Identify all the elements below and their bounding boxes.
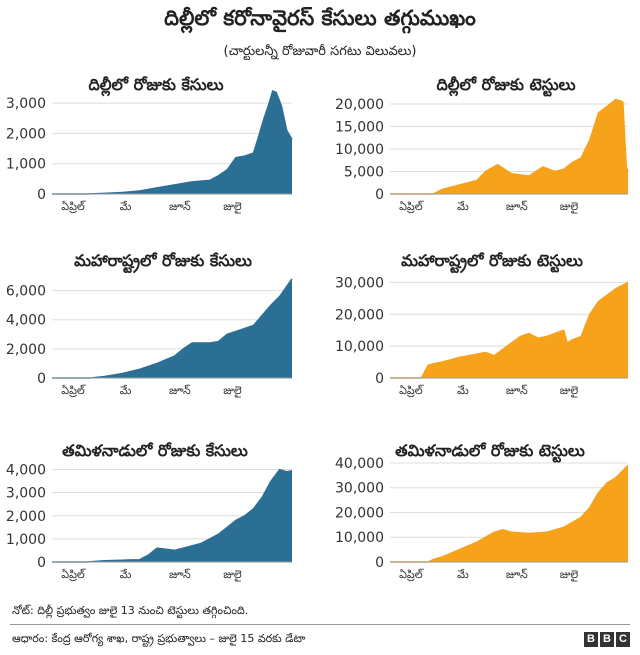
chart-title: తమిళనాడులో రోజుకు టెస్టులు xyxy=(395,441,585,463)
bbc-logo: B B C xyxy=(584,632,630,647)
series-line xyxy=(390,281,629,379)
y-tick-label: 1,000 xyxy=(6,157,46,173)
x-tick-label: మే xyxy=(120,568,132,581)
x-tick-label: మే xyxy=(120,384,132,397)
x-tick-label: ఏప్రిల్ xyxy=(399,384,424,398)
x-tick-label: జులై xyxy=(560,384,579,398)
chart-title: మహారాష్ట్రలో రోజుకు కేసులు xyxy=(74,251,252,274)
x-tick-label: జూన్ xyxy=(169,568,191,581)
series-line xyxy=(390,464,629,563)
y-tick-label: 30,000 xyxy=(335,481,384,497)
y-tick-label: 5,000 xyxy=(344,165,384,181)
chart-panel: మహారాష్ట్రలో రోజుకు టెస్టులు 0 10,000 20,00… xyxy=(335,251,629,398)
y-tick-label: 20,000 xyxy=(335,97,384,113)
page-subtitle: (చార్టులన్నీ రోజువారీ సగటు విలువలు) xyxy=(223,44,417,59)
x-tick-label: ఏప్రిల్ xyxy=(61,384,86,398)
x-tick-label: జూన్ xyxy=(506,200,528,213)
y-tick-label: 2,000 xyxy=(6,509,46,525)
logo-letter: B xyxy=(584,632,598,647)
y-tick-label: 10,000 xyxy=(335,339,384,355)
y-tick-label: 1,000 xyxy=(6,532,46,548)
chart-panel: దిల్లీలో రోజుకు కేసులు 0 1,000 2,000 3,000 ఏప… xyxy=(6,75,293,214)
y-tick-label: 3,000 xyxy=(6,486,46,502)
x-tick-label: ఏప్రిల్ xyxy=(61,200,86,214)
series-line xyxy=(52,278,293,379)
chart-panel: దిల్లీలో రోజుకు టెస్టులు 0 5,000 10,000 15,0… xyxy=(335,75,629,214)
x-tick-label: ఏప్రిల్ xyxy=(61,568,86,582)
page-title: దిల్లీలో కరోనావైరస్ కేసులు తగ్గుముఖం xyxy=(164,6,476,30)
series-line xyxy=(52,468,293,563)
x-tick-label: మే xyxy=(457,568,469,581)
area-series xyxy=(390,282,628,378)
y-tick-label: 4,000 xyxy=(6,463,46,479)
x-tick-label: జులై xyxy=(223,384,242,398)
chart-title: దిల్లీలో రోజుకు టెస్టులు xyxy=(437,75,576,97)
y-tick-label: 2,000 xyxy=(6,342,46,358)
area-series xyxy=(52,278,292,378)
y-tick-label: 10,000 xyxy=(335,142,384,158)
x-tick-label: జులై xyxy=(560,200,579,214)
y-tick-label: 0 xyxy=(375,187,384,203)
y-tick-label: 6,000 xyxy=(6,284,46,300)
x-tick-label: మే xyxy=(457,384,469,397)
x-tick-label: ఏప్రిల్ xyxy=(399,200,424,214)
x-tick-label: జూన్ xyxy=(506,568,528,581)
logo-letter: B xyxy=(600,632,614,647)
x-tick-label: జులై xyxy=(560,568,579,582)
footer-divider xyxy=(10,624,630,625)
x-tick-label: జులై xyxy=(223,200,242,214)
y-tick-label: 0 xyxy=(375,371,384,387)
series-line xyxy=(52,89,293,195)
y-tick-label: 30,000 xyxy=(335,275,384,291)
y-tick-label: 40,000 xyxy=(335,456,384,472)
y-tick-label: 0 xyxy=(37,555,46,571)
y-tick-label: 2,000 xyxy=(6,126,46,142)
source-text: ఆధారం: కేంద్ర ఆరోగ్య శాఖ, రాష్ట్ర ప్రభుత… xyxy=(12,632,306,645)
chart-panel: తమిళనాడులో రోజుకు కేసులు 0 1,000 2,000 3,000… xyxy=(6,441,293,582)
chart-panel: మహారాష్ట్రలో రోజుకు కేసులు 0 2,000 4,000 6,0… xyxy=(6,251,293,398)
y-tick-label: 3,000 xyxy=(6,96,46,112)
y-tick-label: 20,000 xyxy=(335,307,384,323)
chart-title: తమిళనాడులో రోజుకు కేసులు xyxy=(62,441,248,460)
y-tick-label: 15,000 xyxy=(335,120,384,136)
y-tick-label: 0 xyxy=(37,371,46,387)
x-tick-label: జూన్ xyxy=(169,384,191,397)
y-tick-label: 20,000 xyxy=(335,505,384,521)
chart-title: దిల్లీలో రోజుకు కేసులు xyxy=(89,75,224,97)
chart-panel: తమిళనాడులో రోజుకు టెస్టులు 0 10,000 20,000 3… xyxy=(335,441,629,582)
y-tick-label: 10,000 xyxy=(335,530,384,546)
chart-title: మహారాష్ట్రలో రోజుకు టెస్టులు xyxy=(401,251,583,274)
y-tick-label: 0 xyxy=(375,555,384,571)
x-tick-label: మే xyxy=(457,200,469,213)
logo-letter: C xyxy=(616,632,630,647)
area-series xyxy=(390,99,628,194)
area-series xyxy=(52,91,292,194)
x-tick-label: మే xyxy=(120,200,132,213)
x-tick-label: ఏప్రిల్ xyxy=(399,568,424,582)
y-tick-label: 4,000 xyxy=(6,313,46,329)
x-tick-label: జులై xyxy=(223,568,242,582)
series-line xyxy=(390,98,629,195)
y-tick-label: 0 xyxy=(37,187,46,203)
x-tick-label: జూన్ xyxy=(169,200,191,213)
x-tick-label: జూన్ xyxy=(506,384,528,397)
area-series xyxy=(390,465,628,562)
footnote: నోట్: దిల్లీ ప్రభుత్వం జులై 13 నుంచి టెస… xyxy=(12,604,249,617)
area-series xyxy=(52,469,292,562)
